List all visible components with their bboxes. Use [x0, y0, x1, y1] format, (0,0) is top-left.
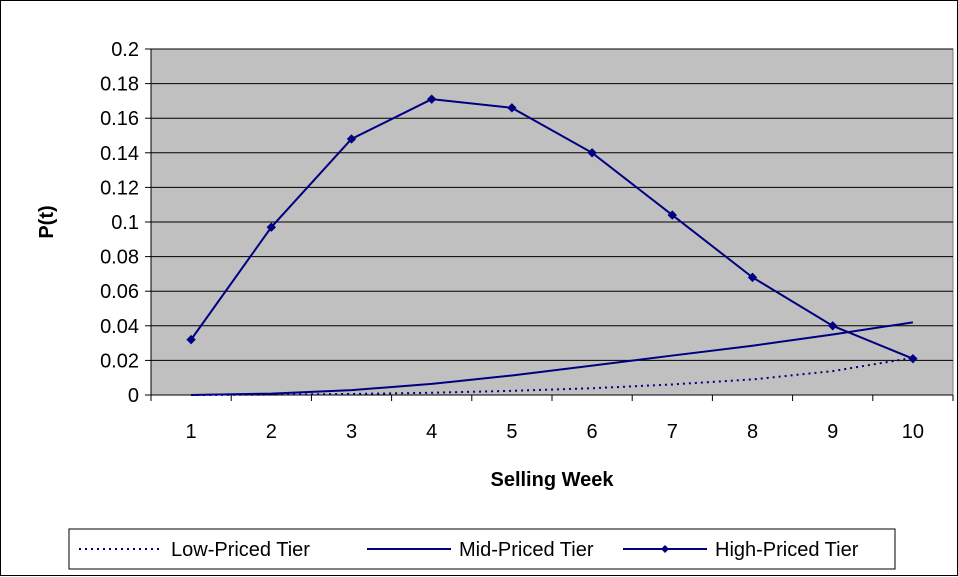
data-point-marker — [507, 103, 517, 113]
y-tick-label: 0.08 — [100, 247, 139, 269]
x-tick-label: 8 — [747, 421, 758, 443]
series-line — [190, 98, 914, 360]
y-tick-label: 0.12 — [100, 177, 139, 199]
y-tick-label: 0 — [128, 385, 139, 407]
x-tick-label: 1 — [186, 421, 197, 443]
data-point-marker — [908, 353, 918, 364]
legend-label: Mid-Priced Tier — [459, 539, 594, 561]
series-layer — [186, 94, 918, 396]
x-axis-title: Selling Week — [490, 469, 614, 491]
y-axis-ticks: 0 0.02 0.04 0.06 0.08 0.1 0.12 0.14 0.16 0.18 0.2 — [100, 39, 151, 407]
data-point-marker — [346, 134, 357, 144]
legend: Low-Priced Tier Mid-Priced Tier High-Price… — [68, 528, 896, 570]
gridlines — [151, 48, 953, 361]
y-tick-label: 0.02 — [100, 350, 139, 372]
x-tick-label: 6 — [587, 421, 598, 443]
series-line — [191, 321, 914, 396]
x-tick-label: 4 — [426, 421, 437, 443]
x-tick-label: 3 — [346, 421, 357, 443]
y-tick-label: 0.16 — [100, 108, 139, 130]
legend-item: Mid-Priced Tier — [367, 539, 594, 561]
y-tick-label: 0.1 — [111, 212, 139, 234]
legend-marker — [661, 545, 669, 553]
y-tick-label: 0.14 — [100, 143, 139, 165]
series-line — [191, 356, 914, 396]
y-tick-label: 0.06 — [100, 281, 139, 303]
x-tick-label: 2 — [266, 421, 277, 443]
data-point-marker — [667, 210, 678, 220]
legend-box — [68, 528, 896, 570]
legend-label: Low-Priced Tier — [171, 539, 310, 561]
series-low-priced-tier — [191, 356, 914, 396]
data-point-marker — [266, 222, 277, 232]
x-axis-ticks: 1 2 3 4 5 6 7 8 9 10 — [150, 395, 954, 443]
legend-label: High-Priced Tier — [715, 539, 859, 561]
y-axis-title: P(t) — [36, 205, 58, 238]
data-point-marker — [426, 94, 437, 104]
data-point-marker — [587, 148, 597, 158]
x-tick-label: 9 — [827, 421, 838, 443]
y-tick-label: 0.2 — [111, 39, 139, 61]
data-point-marker — [827, 321, 838, 331]
series-mid-priced-tier — [191, 321, 914, 396]
y-tick-label: 0.18 — [100, 74, 139, 96]
data-point-marker — [186, 334, 196, 345]
x-tick-label: 7 — [667, 421, 678, 443]
series-high-priced-tier — [186, 94, 918, 364]
y-tick-label: 0.04 — [100, 316, 139, 338]
data-point-marker — [747, 272, 758, 283]
legend-item: Low-Priced Tier — [79, 539, 310, 561]
x-tick-label: 5 — [506, 421, 517, 443]
legend-item: High-Priced Tier — [623, 539, 859, 561]
x-tick-label: 10 — [902, 421, 924, 443]
